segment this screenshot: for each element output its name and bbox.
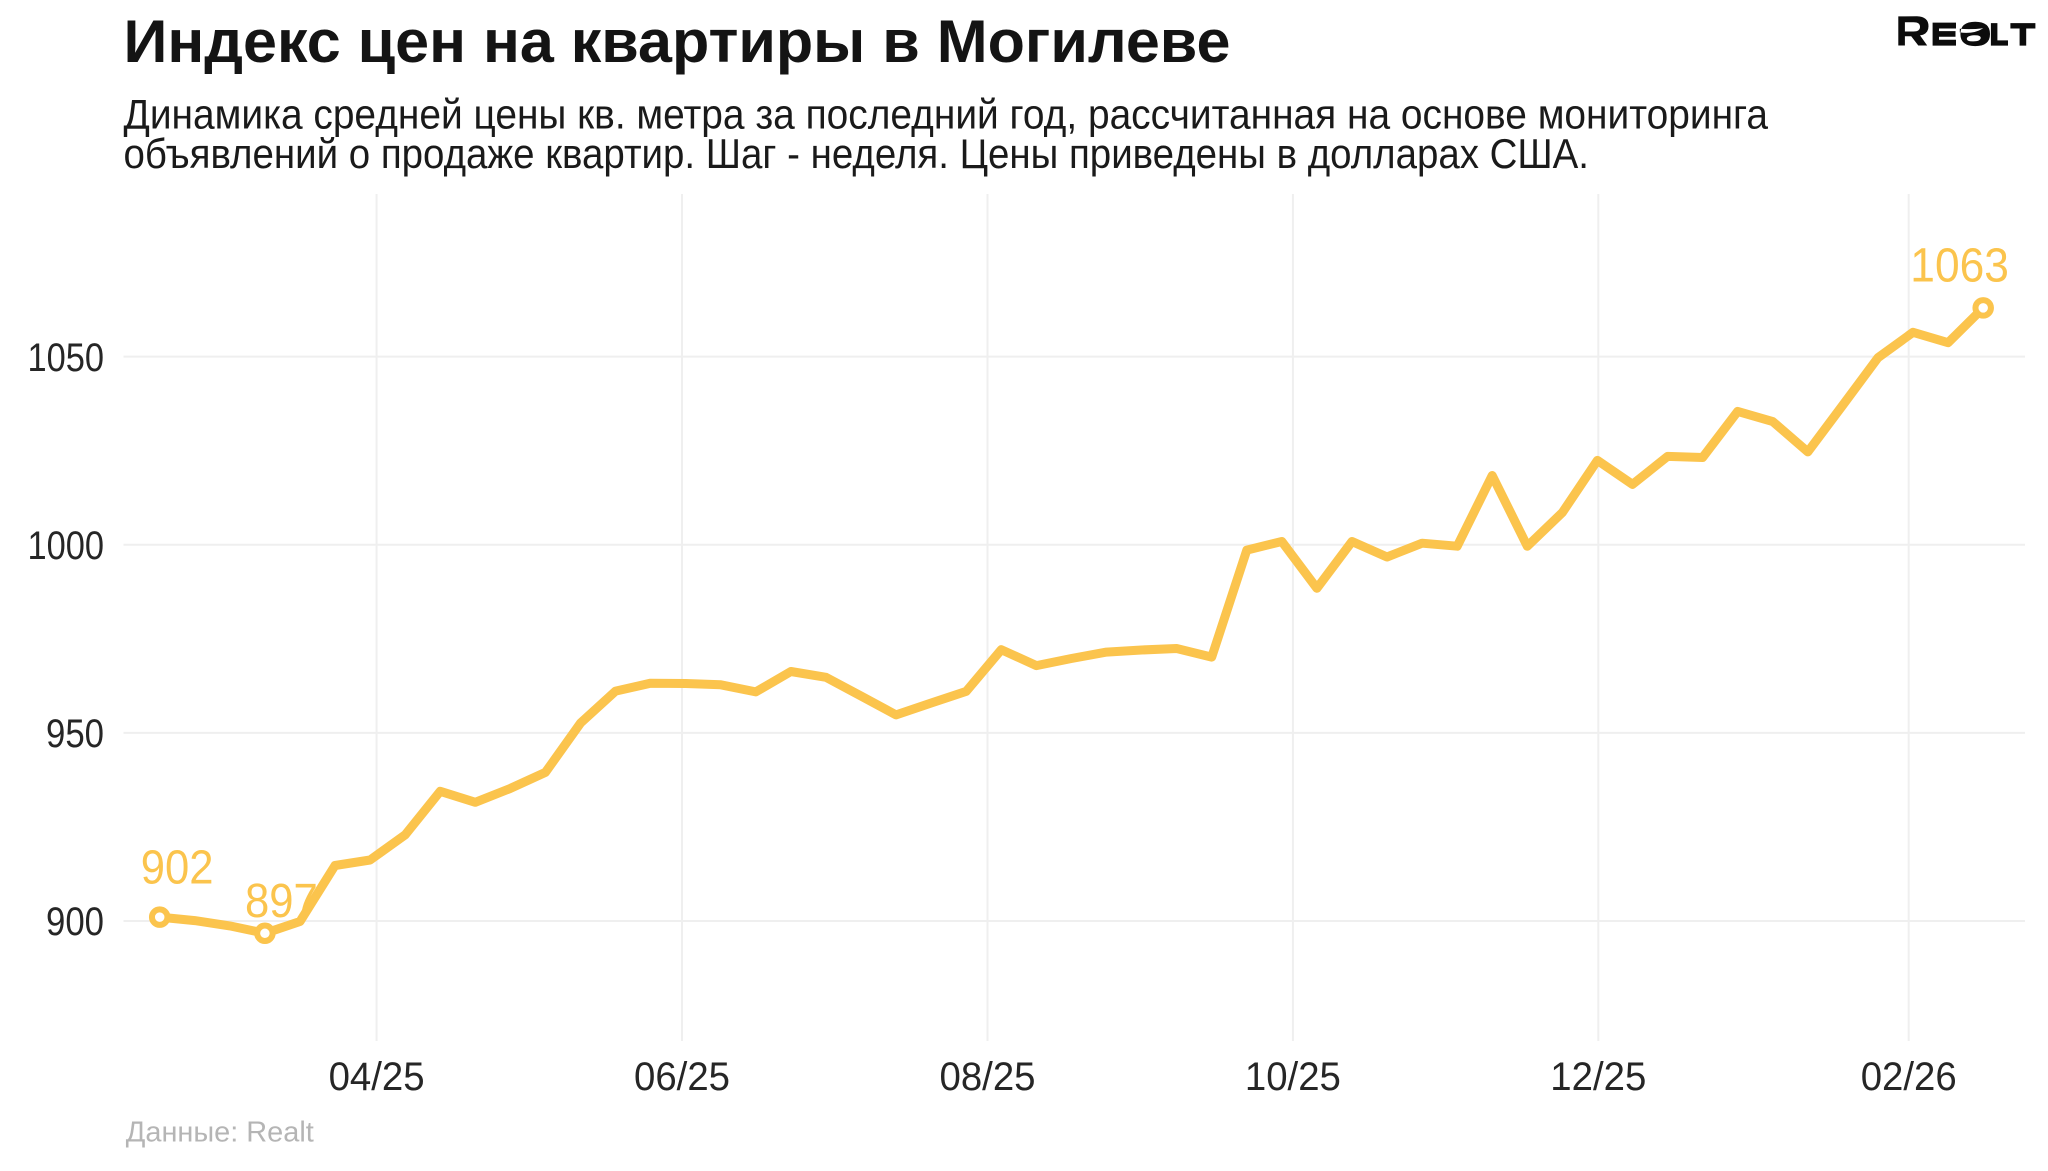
svg-text:02/26: 02/26: [1861, 1055, 1957, 1099]
svg-text:Данные: Realt: Данные: Realt: [126, 1117, 314, 1149]
svg-text:1000: 1000: [28, 524, 105, 568]
svg-text:1063: 1063: [1910, 239, 2009, 293]
svg-text:08/25: 08/25: [940, 1055, 1036, 1099]
svg-text:900: 900: [46, 900, 104, 944]
svg-text:12/25: 12/25: [1550, 1055, 1646, 1099]
svg-text:950: 950: [46, 712, 104, 756]
svg-text:объявлений о продаже квартир.: объявлений о продаже квартир. Шаг - неде…: [124, 130, 1590, 177]
svg-text:Индекс цен на квартиры в Могил: Индекс цен на квартиры в Могилеве: [124, 7, 1231, 75]
svg-text:06/25: 06/25: [634, 1055, 730, 1099]
svg-text:04/25: 04/25: [329, 1055, 425, 1099]
svg-text:Динамика средней цены кв. метр: Динамика средней цены кв. метра за после…: [124, 91, 1769, 138]
svg-text:902: 902: [141, 841, 214, 895]
svg-text:10/25: 10/25: [1245, 1055, 1341, 1099]
svg-text:1050: 1050: [28, 336, 105, 380]
svg-text:897: 897: [245, 874, 318, 928]
